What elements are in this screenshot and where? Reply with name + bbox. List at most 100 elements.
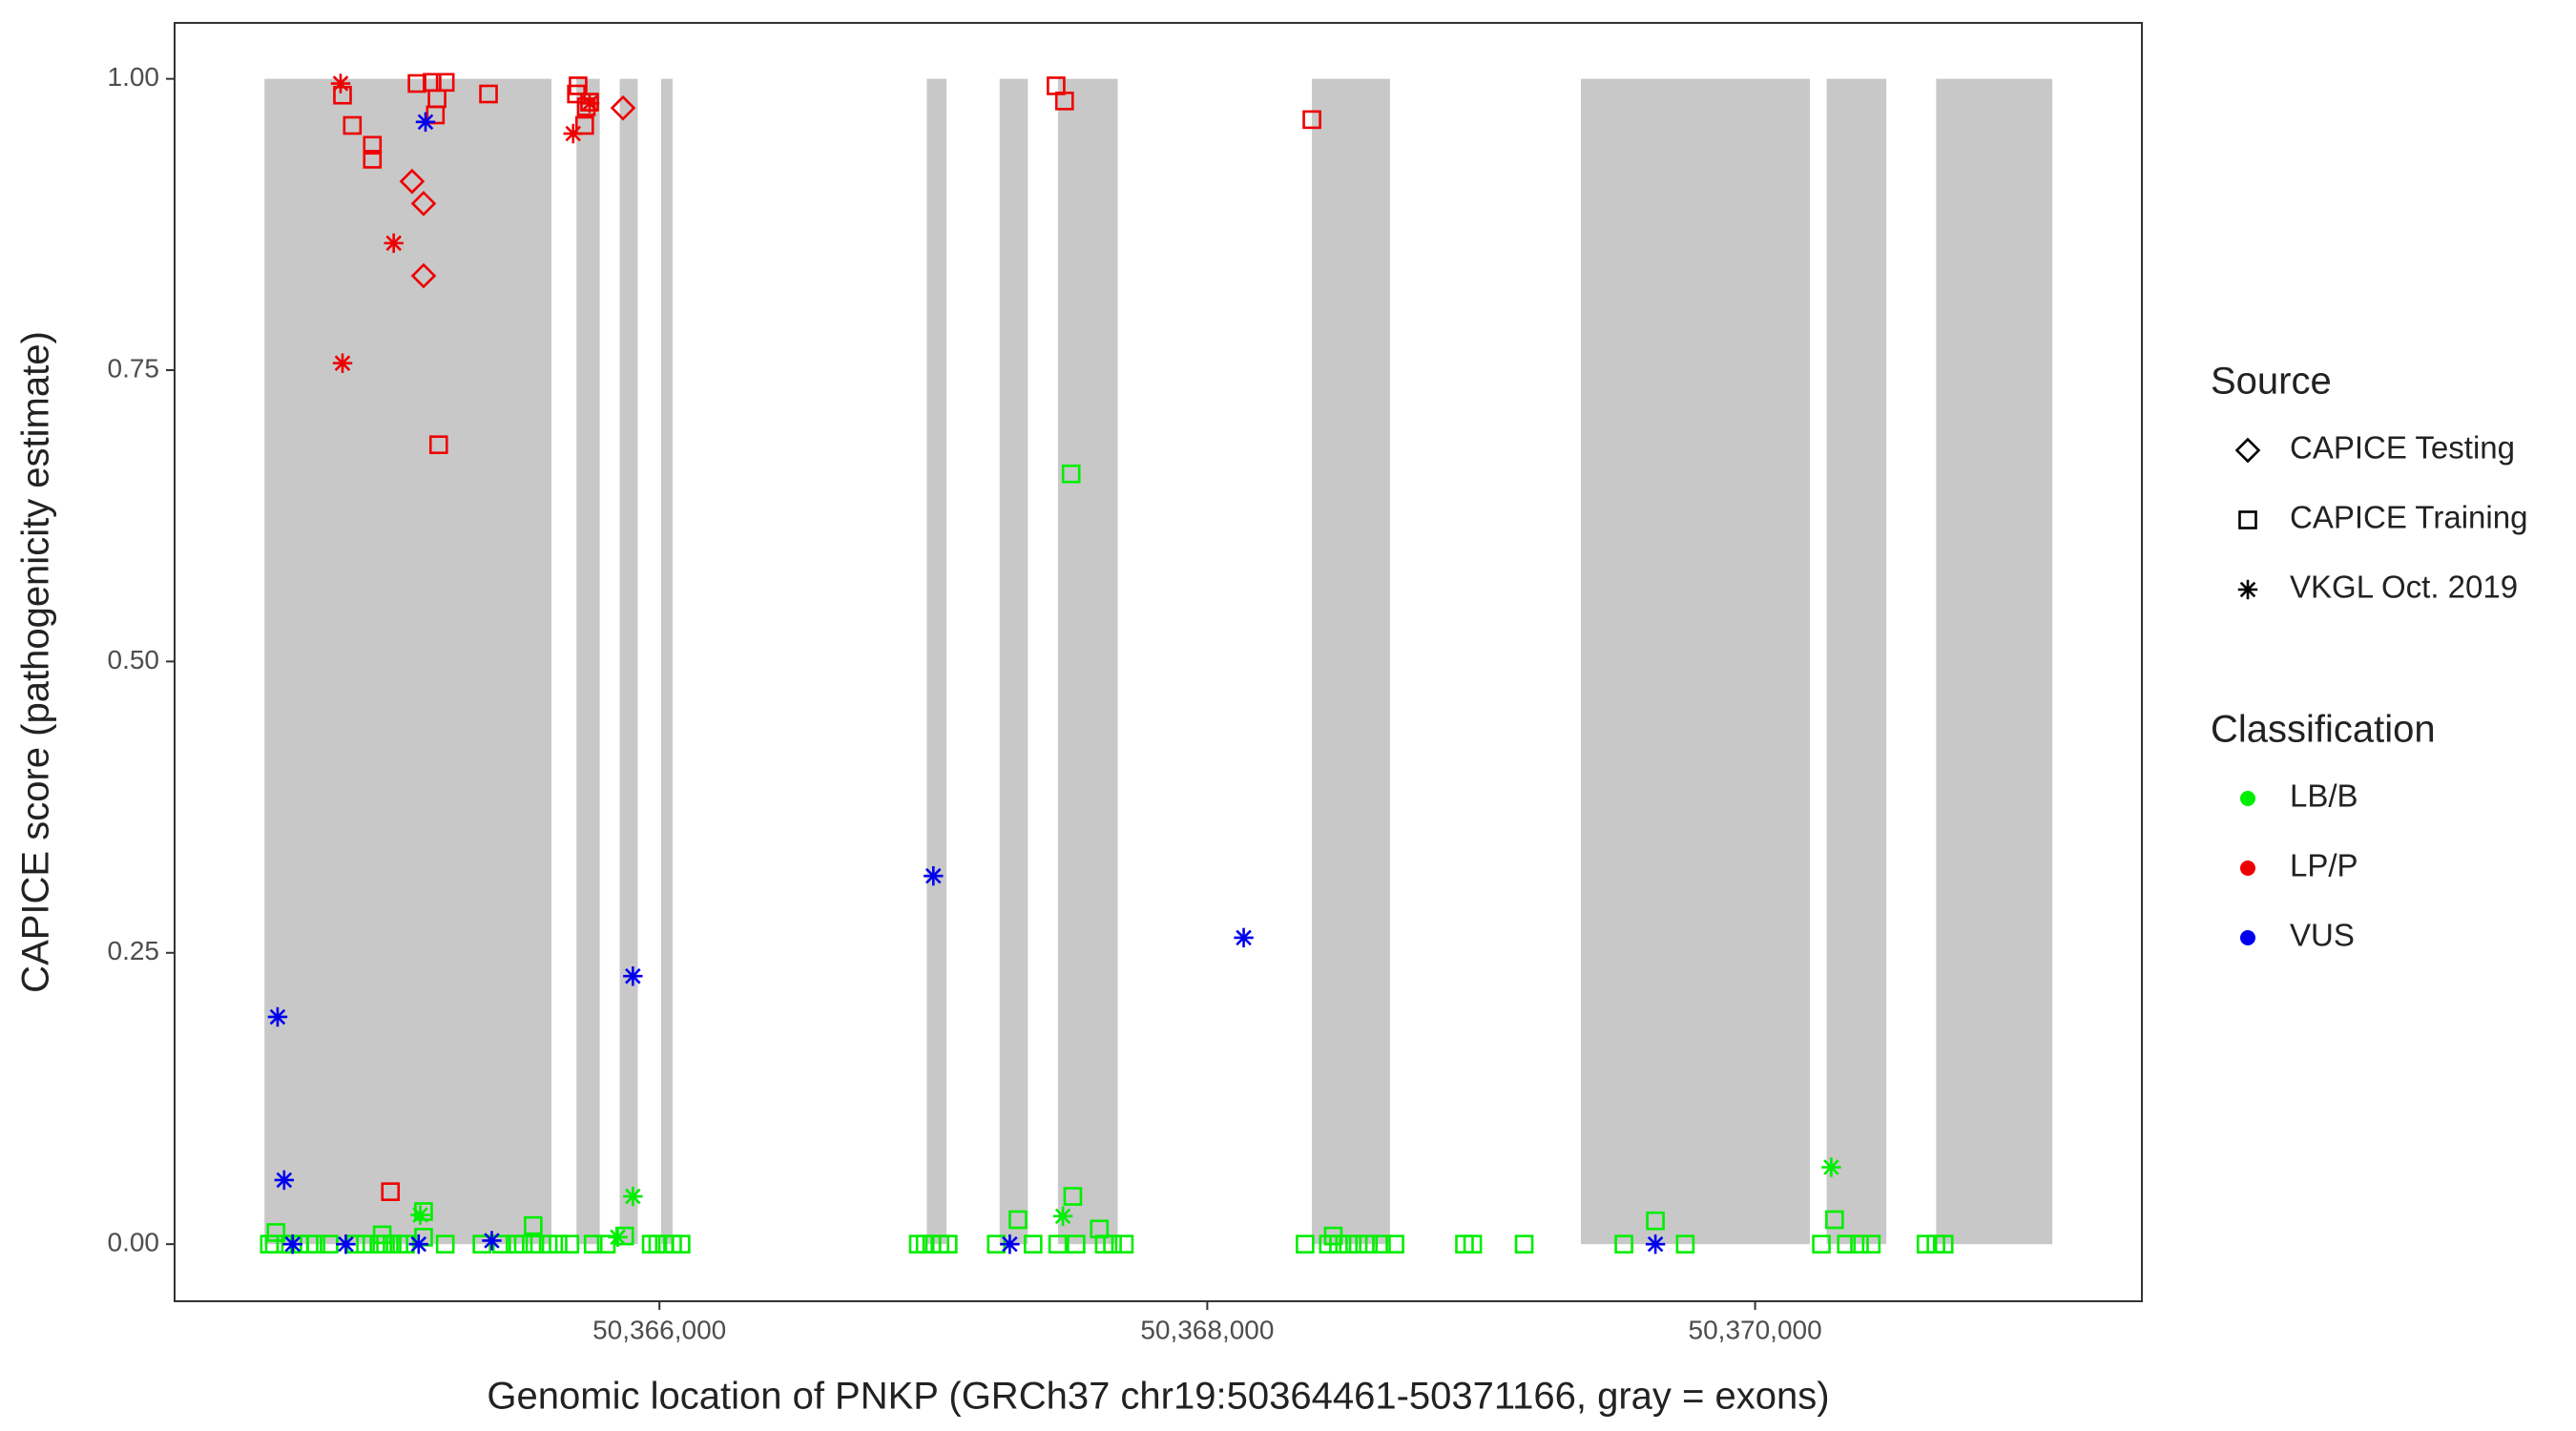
point [1055,92,1074,111]
point-shape [276,1172,293,1189]
point [672,1234,691,1254]
point [372,1225,392,1245]
point-shape [410,262,437,289]
point [306,1234,325,1254]
legend-label: LB/B [2290,778,2358,814]
point [1008,1210,1028,1230]
point [1825,1210,1844,1230]
point [1850,1234,1869,1254]
point [1302,110,1321,130]
point-shape [1934,1234,1954,1254]
point [1090,1219,1110,1239]
point [574,115,594,135]
exon [1826,78,1887,1245]
point [1023,1234,1043,1254]
point-shape [1646,1211,1665,1231]
point [1372,1234,1391,1254]
x-tick-label: 50,368,000 [1140,1315,1274,1344]
legend-title: Classification [2211,709,2436,751]
point-shape [479,84,498,104]
point-shape [385,235,402,252]
point-shape [538,1234,558,1254]
point-shape [363,150,383,169]
point-shape [2238,510,2257,529]
point [1323,1226,1343,1246]
point [343,115,363,135]
point-shape [560,1234,580,1254]
legend-label: LP/P [2290,848,2358,883]
point-shape [1348,1234,1368,1254]
point-shape [399,168,426,195]
point [330,73,351,93]
point [363,135,383,156]
point-shape [2234,437,2261,464]
point-shape [334,355,351,371]
y-tick-label: 0.00 [108,1228,160,1257]
point [608,1227,628,1248]
point [1234,927,1254,948]
exon [660,78,673,1245]
point-shape [938,1234,958,1254]
point [384,233,404,254]
point [938,1234,958,1254]
point-shape [625,967,641,985]
exon [264,78,552,1245]
point [583,1234,603,1254]
point [408,1234,429,1255]
point [525,1234,545,1254]
point-shape [1067,1234,1086,1254]
point-shape [1061,464,1081,484]
point [596,1234,616,1254]
legend-key [2240,861,2255,876]
y-tick-label: 0.25 [108,936,160,965]
point [1359,1234,1379,1254]
point-shape [2239,581,2256,598]
point [336,1234,356,1255]
point [381,1182,401,1201]
point-shape [524,1215,543,1235]
point-shape [363,135,383,156]
point [1463,1234,1483,1254]
point [1645,1234,1666,1255]
point-shape [1023,1234,1043,1254]
point [399,168,426,195]
point-shape [610,94,636,121]
point [1916,1234,1936,1254]
point-shape [1114,1234,1134,1254]
point [363,150,383,169]
point-shape [1055,92,1074,111]
point [1000,1234,1020,1255]
point-shape [583,1234,603,1254]
legend-label: VKGL Oct. 2019 [2290,570,2518,605]
point [924,865,944,886]
point-shape [1063,1187,1083,1206]
point-shape [1103,1234,1122,1254]
point [2238,510,2257,529]
point-shape [1372,1234,1391,1254]
point [549,1234,568,1254]
exon [576,78,600,1245]
point [482,1231,502,1251]
point [1103,1234,1122,1254]
point [513,1234,533,1254]
point [1861,1234,1881,1254]
legend-label: CAPICE Training [2290,500,2527,535]
point [524,1215,543,1235]
point-shape [565,125,582,142]
point-shape [381,1182,401,1201]
point [410,1205,430,1225]
point-shape [484,1233,500,1249]
point [1934,1234,1954,1254]
point-shape [435,1234,455,1254]
legend-key [2240,791,2255,806]
point-shape [306,1234,325,1254]
point-shape [574,115,594,135]
point [1114,1234,1134,1254]
point-shape [1296,1234,1315,1254]
point [274,1170,295,1191]
exon [999,78,1028,1245]
point-shape [1463,1234,1483,1254]
point-shape [1825,1210,1844,1230]
y-tick-label: 1.00 [108,62,160,92]
exon [1312,78,1390,1245]
